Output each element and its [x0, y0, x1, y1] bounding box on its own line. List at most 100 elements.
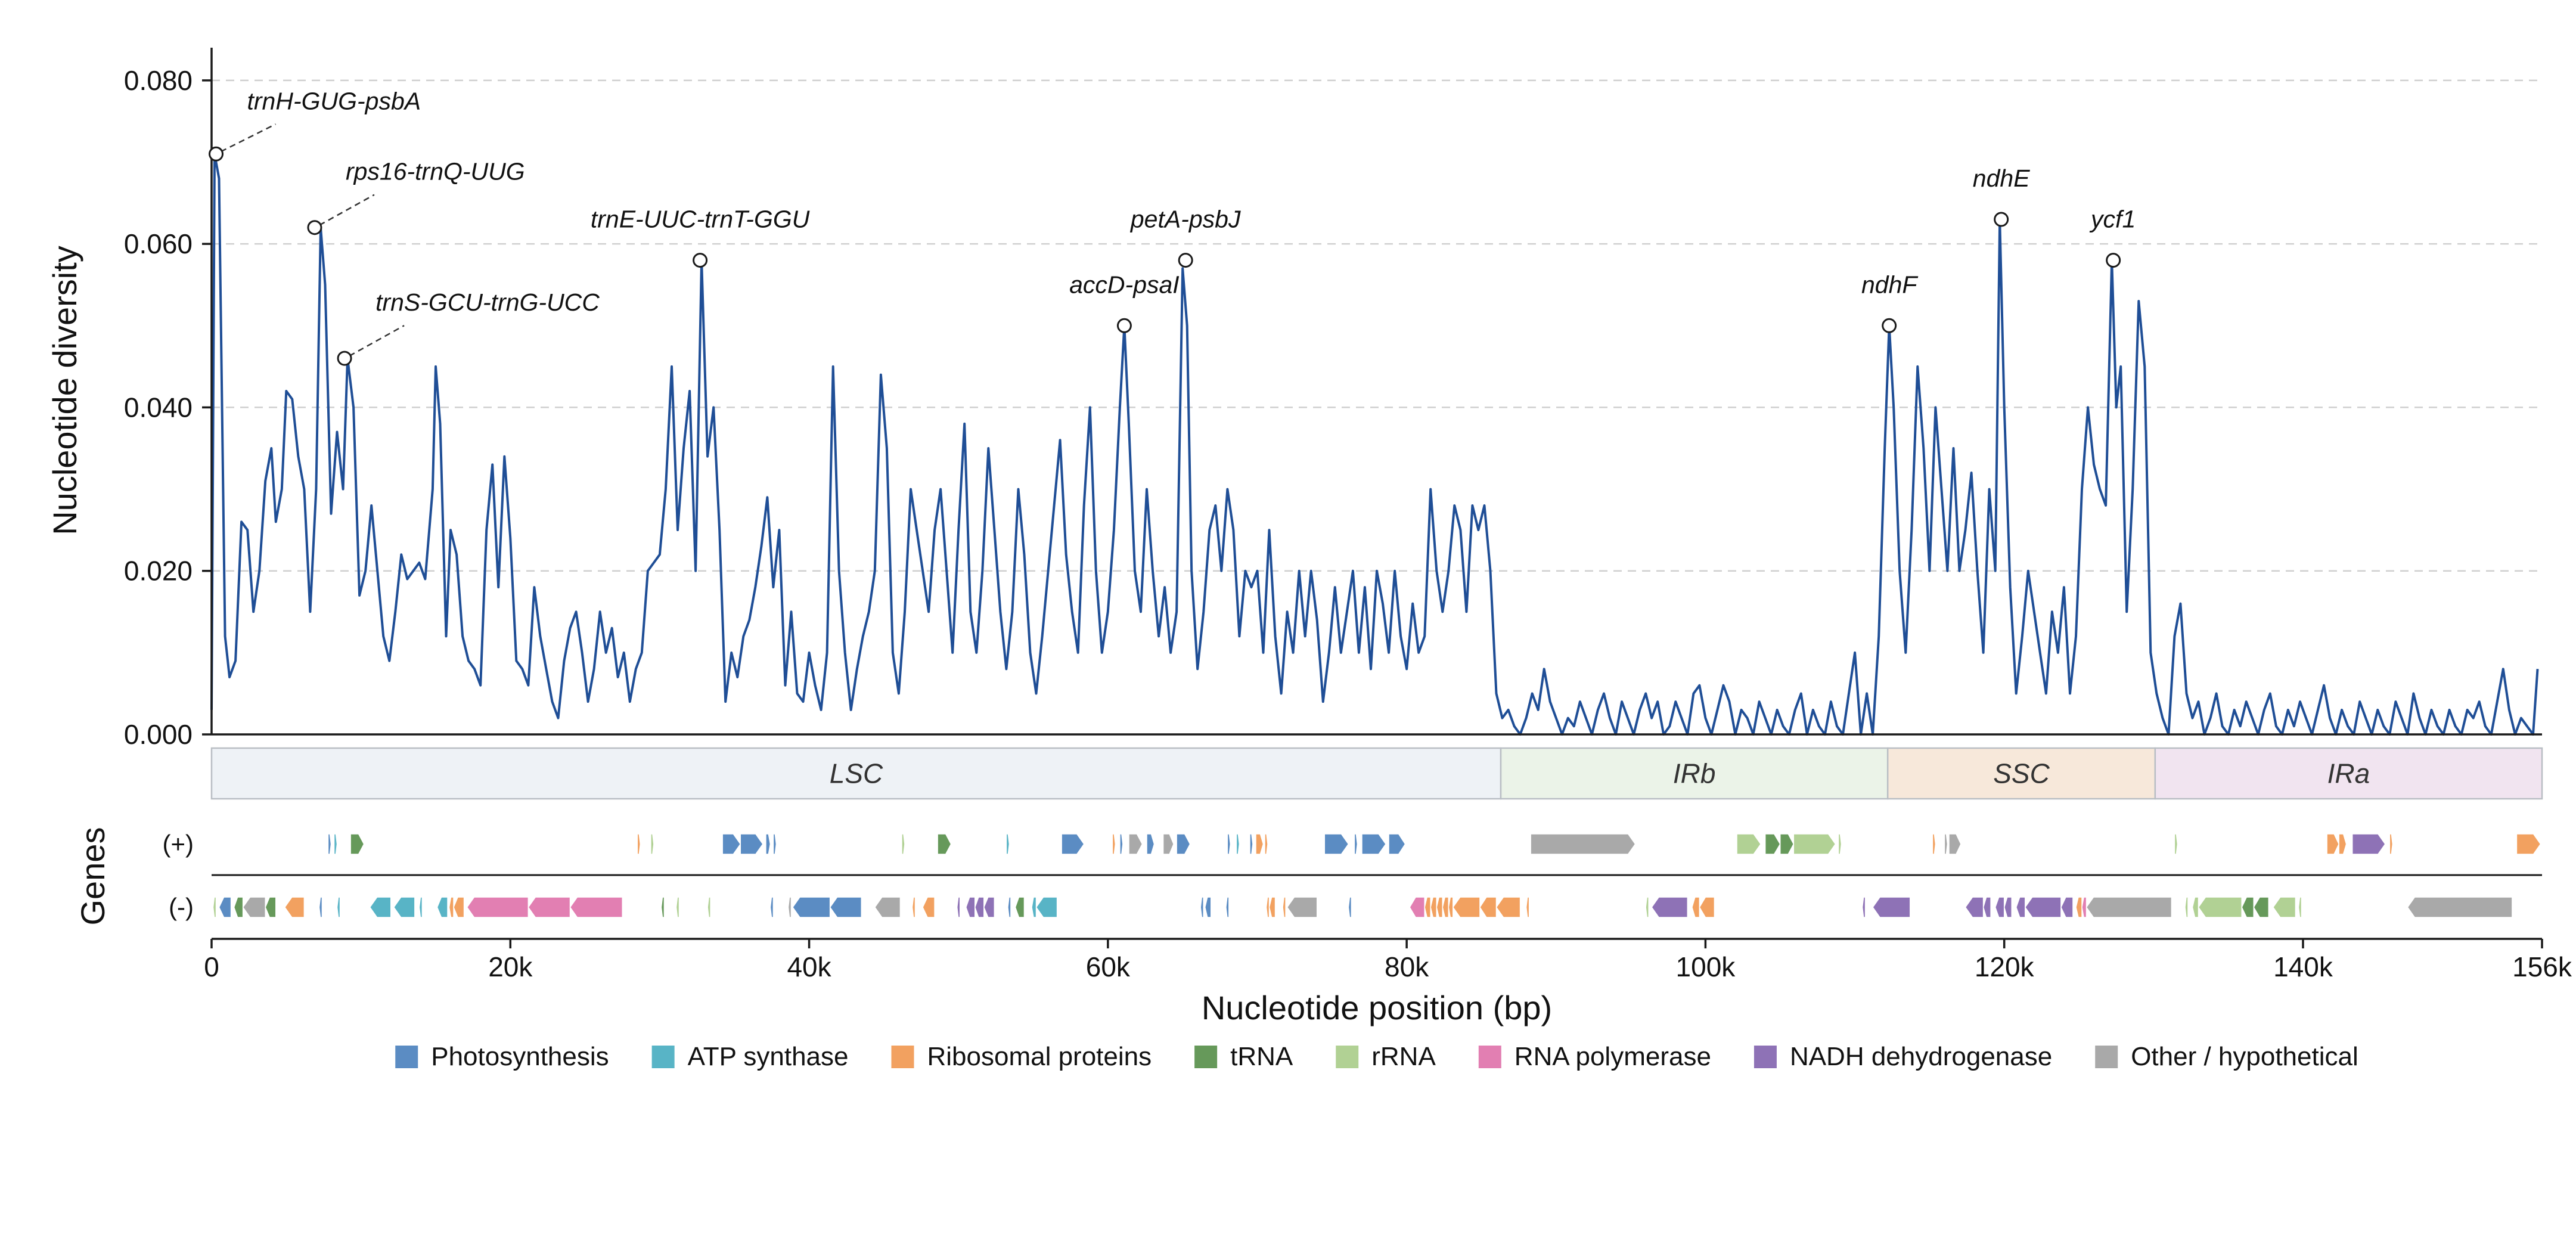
peak-marker	[1994, 212, 2009, 227]
gene-arrow	[1264, 833, 1268, 855]
x-tick-label: 120k	[1975, 951, 2035, 982]
gene-arrow	[792, 897, 831, 918]
peak-marker	[1882, 318, 1897, 333]
y-tick-label: 0.000	[124, 719, 193, 750]
annotation-leader	[349, 325, 405, 357]
gene-arrow	[1424, 897, 1431, 918]
gene-arrow	[1525, 897, 1530, 918]
gene-arrow	[265, 897, 277, 918]
gene-arrow	[1651, 897, 1689, 918]
gene-arrow	[436, 897, 448, 918]
gene-arrow	[1932, 833, 1936, 855]
gene-arrow	[1838, 833, 1842, 855]
gene-arrow	[1265, 897, 1270, 918]
gene-arrow	[2024, 897, 2062, 918]
gene-arrow	[829, 897, 862, 918]
gene-arrow	[2272, 897, 2296, 918]
strand-label: (-)	[169, 893, 194, 921]
legend-label: RNA polymerase	[1514, 1042, 1711, 1071]
gene-arrow	[1779, 833, 1795, 855]
peak-marker	[2106, 253, 2121, 268]
legend-swatch	[1336, 1046, 1359, 1068]
region-label: SSC	[1993, 758, 2050, 789]
gene-arrow	[911, 897, 916, 918]
gene-arrow	[2253, 897, 2270, 918]
gene-tracks: (+) (-)	[163, 830, 2542, 940]
gene-arrow	[1430, 897, 1438, 918]
gene-arrow	[2174, 833, 2178, 855]
peak-label: trnS-GCU-trnG-UCC	[375, 289, 600, 316]
gene-arrow	[769, 897, 774, 918]
y-tick-label: 0.060	[124, 228, 193, 259]
gene-arrow	[1324, 833, 1349, 855]
gene-arrow	[772, 833, 777, 855]
gene-arrow	[1964, 897, 1984, 918]
gene-arrow	[1861, 897, 1866, 918]
gene-arrow	[660, 897, 665, 918]
y-tick-label: 0.020	[124, 556, 193, 587]
diversity-line-series	[210, 153, 2539, 736]
x-tick-label: 40k	[787, 951, 831, 982]
peak-label: ndhE	[1973, 165, 2030, 192]
gene-arrow	[1348, 897, 1352, 918]
gene-arrow	[740, 833, 764, 855]
gene-arrow	[1409, 897, 1425, 918]
gene-arrow	[1112, 833, 1116, 855]
gene-arrow	[1736, 833, 1762, 855]
gene-arrow	[1479, 897, 1497, 918]
peak-marker	[1116, 318, 1132, 333]
gene-arrow	[1692, 897, 1700, 918]
y-tick-label: 0.040	[124, 392, 193, 423]
region-label: LSC	[830, 758, 883, 789]
gene-arrow	[1236, 833, 1240, 855]
gene-arrow	[2085, 897, 2172, 918]
gene-arrow	[233, 897, 244, 918]
x-tick-label: 20k	[488, 951, 533, 982]
genes-axis-title: Genes	[74, 827, 111, 926]
region-label: IRb	[1673, 758, 1716, 789]
gene-arrow	[1530, 833, 1636, 855]
x-tick-label: 100k	[1676, 951, 1736, 982]
gene-arrow	[1200, 897, 1205, 918]
peak-marker	[209, 146, 224, 162]
x-tick-label: 140k	[2273, 951, 2333, 982]
gene-arrow	[1146, 833, 1155, 855]
gene-arrow	[1204, 897, 1212, 918]
region-label: IRa	[2327, 758, 2370, 789]
gene-arrow	[1361, 833, 1386, 855]
legend-swatch	[2095, 1046, 2118, 1068]
gene-arrow	[2389, 833, 2394, 855]
legend: Photosynthesis ATP synthase Ribosomal prot…	[395, 1042, 2358, 1071]
peak-marker	[307, 220, 322, 235]
gene-arrow	[937, 833, 952, 855]
gene-arrow	[1448, 897, 1454, 918]
genome-regions: LSC IRb SSC IRa	[210, 747, 2543, 800]
gene-arrow	[1286, 897, 1318, 918]
gene-arrow	[2198, 897, 2242, 918]
gene-arrow	[1764, 833, 1781, 855]
gene-arrow	[1225, 897, 1230, 918]
peak-label: ycf1	[2089, 206, 2136, 233]
gene-arrow	[218, 897, 232, 918]
legend-label: Photosynthesis	[431, 1042, 609, 1071]
gene-arrow	[2081, 897, 2087, 918]
gene-arrow	[569, 897, 623, 918]
gene-arrow	[418, 897, 423, 918]
legend-swatch	[891, 1046, 914, 1068]
gene-arrow	[284, 897, 305, 918]
y-tick-label: 0.080	[124, 65, 193, 96]
peak-label: ndhF	[1861, 271, 1918, 298]
gene-arrow	[369, 897, 392, 918]
gene-arrow	[1793, 833, 1836, 855]
x-tick-label: 60k	[1086, 951, 1131, 982]
gene-arrow	[650, 833, 654, 855]
gene-arrow	[2338, 833, 2347, 855]
gene-arrow	[765, 833, 771, 855]
gene-arrow	[1007, 897, 1011, 918]
y-axis-title: Nucleotide diversity	[46, 246, 83, 535]
gene-arrow	[983, 897, 995, 918]
gene-arrow	[2184, 897, 2189, 918]
legend-swatch	[1478, 1046, 1501, 1068]
gene-arrow	[637, 833, 641, 855]
